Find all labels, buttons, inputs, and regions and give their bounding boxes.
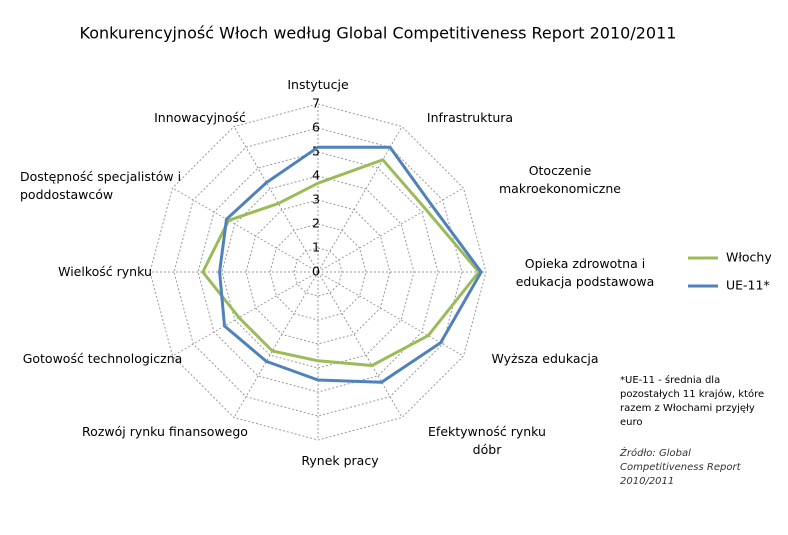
r-tick-label: 5 [312,144,320,159]
axis-label: Innowacyjność [154,110,246,125]
axis-label: Wyższa edukacja [491,351,599,366]
r-tick-label: 0 [312,264,320,279]
r-tick-label: 2 [312,216,320,231]
r-tick-label: 1 [312,240,320,255]
axis-label: Efektywność rynku dóbr [428,424,546,457]
spoke [317,187,464,273]
spoke [233,126,319,273]
axis-label: Rynek pracy [301,453,379,468]
spoke [317,126,403,273]
chart-title: Konkurencyjność Włoch według Global Comp… [80,24,677,43]
source-note: Źródło: Global Competitiveness Report 20… [620,448,741,487]
axis-label: Infrastruktura [426,110,514,125]
r-tick-label: 6 [312,120,320,135]
spoke [172,271,319,357]
r-tick-label: 7 [312,96,320,111]
footnote: *UE-11 - średnia dla pozostałych 11 kraj… [620,375,765,428]
axis-label: Rozwój rynku finansowego [82,424,248,439]
r-tick-label: 4 [312,168,320,183]
axis-label: Gotowość technologiczna [22,351,183,366]
axis-label: Dostępność specjalistów i poddostawców [20,169,182,202]
axis-label: Wielkość rynku [58,264,152,279]
spoke [317,271,403,418]
series-line [201,158,481,367]
axis-label: Instytucje [287,77,349,92]
spoke [172,187,319,273]
series-line [218,145,483,384]
legend-label: UE-11* [726,278,770,293]
legend-label: Włochy [726,250,772,265]
axis-label: Otoczenie makroekonomiczne [499,163,621,196]
spoke [233,271,319,418]
r-tick-label: 3 [312,192,320,207]
axis-label: Opieka zdrowotna i edukacja podstawowa [515,256,655,289]
